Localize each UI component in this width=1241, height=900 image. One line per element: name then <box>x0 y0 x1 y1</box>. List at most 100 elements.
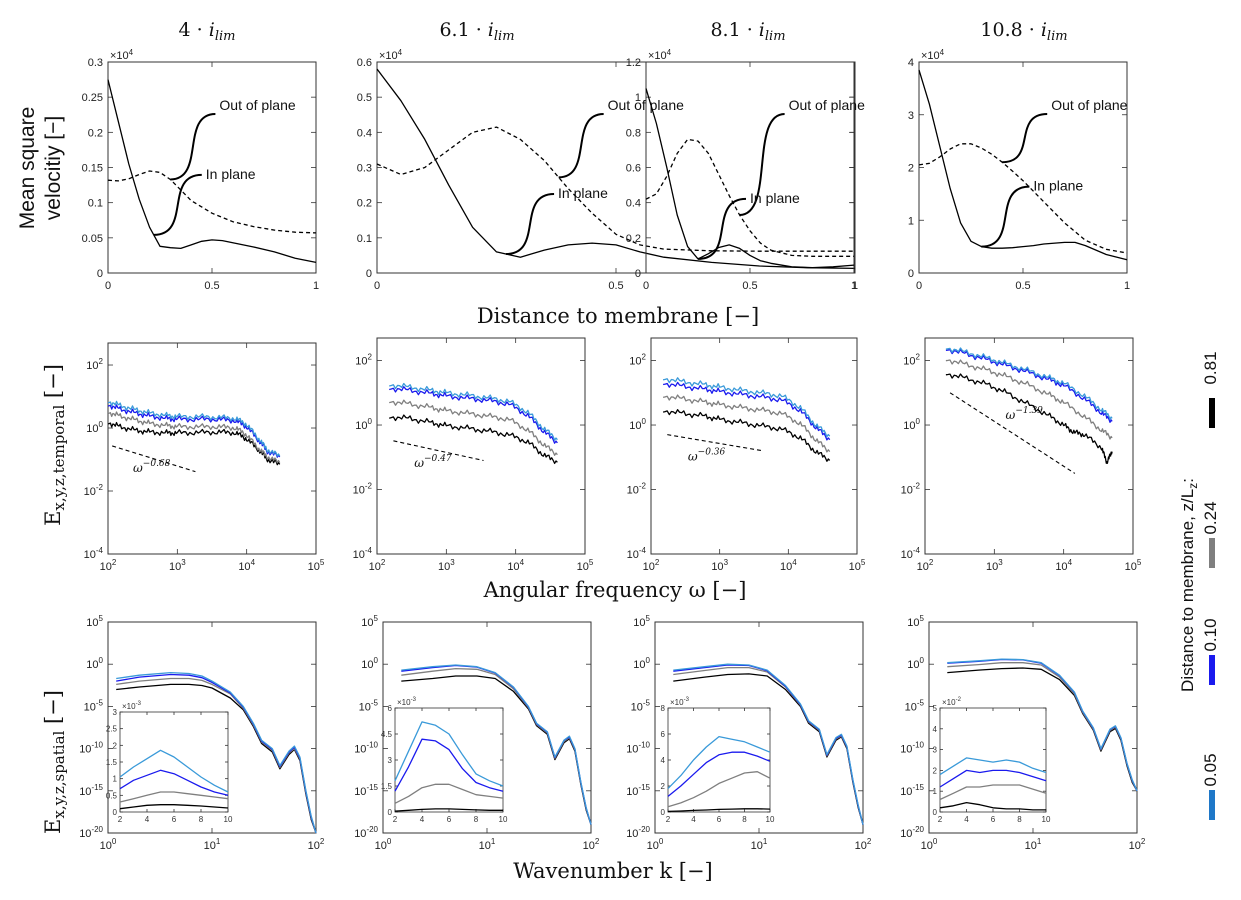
temporal-spectrum-2-series-0.05 <box>389 382 558 441</box>
mean-square-1-xtick-label: 1 <box>313 280 319 292</box>
legend-swatch-0.24 <box>1209 538 1215 568</box>
spatial-spectrum-2-xtick-label: 100 <box>375 837 392 852</box>
spatial-spectrum-1-inset-xtick-label: 2 <box>118 815 123 824</box>
mean-square-1-chart: 0 0.5 1 0 0.05 0.1 0.15 0.2 0.25 0.3 ×104 Out of pl… <box>82 48 319 292</box>
spatial-spectrum-2-inset-xtick-label: 4 <box>420 815 425 824</box>
legend-label-0.10: 0.10 <box>1201 618 1220 651</box>
spatial-spectrum-1-inset-bg <box>120 712 228 812</box>
temporal-spectrum-4-axes-box <box>924 337 1134 555</box>
spatial-spectrum-2-inset-series-0.24 <box>394 783 504 804</box>
spatial-spectrum-1-inset-series-0.10 <box>119 769 229 796</box>
spatial-spectrum-4-inset-series-0.24 <box>939 784 1047 801</box>
spatial-spectrum-1-inset-xtick-label: 6 <box>172 815 177 824</box>
spatial-spectrum-1-inset-ytick-label: 0 <box>113 808 118 817</box>
spatial-spectrum-4-inset-xtick-label: 4 <box>964 815 969 824</box>
temporal-spectrum-4-xtick-label: 103 <box>986 558 1003 573</box>
spatial-spectrum-4-inset-series-0.10 <box>939 769 1047 788</box>
spatial-spectrum-4-inset-ytick-label: 1 <box>933 787 938 796</box>
temporal-spectrum-3-ytick-label: 102 <box>629 353 646 368</box>
row3-xlabel: Wavenumber k [−] <box>513 859 713 883</box>
mean-square-1-ytick-label: 0.05 <box>82 233 103 245</box>
row1-ylabel: Mean square velocitiy [−] <box>16 107 65 230</box>
mean-square-2-ytick-label: 0.4 <box>357 127 372 139</box>
spatial-spectrum-3-inset-bg <box>668 708 770 812</box>
mean-square-4-xtick-label: 0 <box>916 280 922 292</box>
temporal-spectrum-2-series-0.81 <box>388 414 558 465</box>
spatial-spectrum-2-inset-xtick-label: 2 <box>393 815 398 824</box>
spatial-spectrum-4-ytick-label: 10-5 <box>905 698 925 713</box>
mean-square-4-ytick-label: 3 <box>908 110 914 122</box>
temporal-spectrum-4-ytick-label: 102 <box>903 353 920 368</box>
temporal-spectrum-3-xtick-label: 105 <box>849 558 866 573</box>
temporal-spectrum-1-axes-box <box>107 342 317 555</box>
temporal-spectrum-1-ytick-label: 10-4 <box>84 546 104 561</box>
spatial-spectrum-2-inset-xtick-label: 10 <box>499 815 508 824</box>
temporal-spectrum-4-series-0.10 <box>945 348 1113 423</box>
mean-square-2-ytick-label: 0.2 <box>357 198 372 210</box>
temporal-spectrum-3-slope-label: ω−0.36 <box>688 448 726 464</box>
temporal-spectrum-3-xtick-label: 102 <box>643 558 660 573</box>
spatial-spectrum-2-ytick-label: 10-20 <box>354 825 378 840</box>
spatial-spectrum-1-inset-ytick-label: 2.5 <box>106 725 118 734</box>
spatial-spectrum-3-xtick-label: 102 <box>855 837 872 852</box>
spatial-spectrum-4-inset-multiplier: ×10-2 <box>942 697 962 707</box>
spatial-spectrum-4-xtick-label: 100 <box>921 837 938 852</box>
spatial-spectrum-1-inset-ytick-label: 1 <box>113 775 118 784</box>
mean-square-4-ytick-label: 2 <box>908 163 914 175</box>
row2-ylabel: Ex,y,z,temporal [−] <box>41 364 68 526</box>
mean-square-2-xtick-label: 1 <box>852 280 858 292</box>
mean-square-1-xtick-label: 0.5 <box>204 280 219 292</box>
spatial-spectrum-3-inset-xtick-label: 6 <box>717 815 722 824</box>
temporal-spectrum-3-series-0.10 <box>662 381 831 441</box>
mean-square-3-series-in-plane <box>645 88 855 269</box>
spatial-spectrum-2-inset-xtick-label: 6 <box>447 815 452 824</box>
temporal-spectrum-1-slope-label: ω−0.68 <box>133 459 171 475</box>
mean-square-1-xtick-label: 0 <box>105 280 111 292</box>
spatial-spectrum-2-inset-xtick-label: 8 <box>474 815 479 824</box>
temporal-spectrum-2-chart: 102 103 104 105 10-4 10-2 100 102 ω−0.47 <box>353 337 594 573</box>
mean-square-2-series-in-plane <box>376 68 856 270</box>
temporal-spectrum-1-xtick-label: 103 <box>169 558 186 573</box>
temporal-spectrum-3-ytick-label: 10-4 <box>627 546 647 561</box>
spatial-spectrum-3-ytick-label: 10-15 <box>626 783 650 798</box>
spatial-spectrum-3-xtick-label: 100 <box>647 837 664 852</box>
spatial-spectrum-1-ytick-label: 10-5 <box>84 698 104 713</box>
spatial-spectrum-4-inset-series-0.81 <box>939 801 1046 811</box>
spatial-spectrum-2-ytick-label: 10-10 <box>354 741 378 756</box>
mean-square-4-annotation-curve-out <box>1002 113 1048 164</box>
temporal-spectrum-3-ytick-label: 100 <box>629 417 646 432</box>
spatial-spectrum-3-inset-ytick-label: 0 <box>661 808 666 817</box>
temporal-spectrum-4-slope-line <box>949 392 1076 474</box>
spatial-spectrum-1-inset-xtick-label: 10 <box>224 815 233 824</box>
temporal-spectrum-4-xtick-label: 104 <box>1055 558 1072 573</box>
mean-square-1-annotation-curve-out <box>170 113 216 181</box>
spatial-spectrum-4-inset-ytick-label: 0 <box>933 808 938 817</box>
svg-text:Ex,y,z,temporal [−]: Ex,y,z,temporal [−] <box>41 364 68 526</box>
spatial-spectrum-4-inset: 2 4 6 8 10 0 1 2 3 4 5 ×10-2 <box>933 697 1051 824</box>
spatial-spectrum-3-inset-series-0.81 <box>667 808 771 813</box>
spatial-spectrum-3-inset-series-0.10 <box>667 751 771 797</box>
spatial-spectrum-4-inset-ytick-label: 3 <box>933 746 938 755</box>
spatial-spectrum-2-inset-series-0.10 <box>394 738 504 792</box>
mean-square-1-ytick-label: 0.3 <box>88 57 103 69</box>
mean-square-4-series-out-of-plane <box>918 143 1128 254</box>
spatial-spectrum-4-inset-series-0.05 <box>939 757 1047 776</box>
spatial-spectrum-3-ytick-label: 10-10 <box>626 741 650 756</box>
temporal-spectrum-3-axes-box <box>650 337 858 555</box>
spatial-spectrum-2-inset-ytick-label: 0 <box>388 808 393 817</box>
temporal-spectrum-1-series-0.10 <box>107 404 281 458</box>
mean-square-4-ytick-label: 0 <box>908 268 914 280</box>
mean-square-3-annotation-out-of-plane: Out of plane <box>789 97 865 113</box>
spatial-spectrum-3-inset-ytick-label: 2 <box>661 782 666 791</box>
temporal-spectrum-2-axes-box <box>376 337 586 555</box>
spatial-spectrum-4-ytick-label: 105 <box>907 614 924 629</box>
mean-square-4-multiplier: ×104 <box>921 48 945 62</box>
spatial-spectrum-3-series-0.05 <box>673 663 864 825</box>
column-title-2: 6.1 · ilim <box>439 19 514 44</box>
spatial-spectrum-2-inset-series-0.81 <box>394 808 503 812</box>
spatial-spectrum-1-ytick-label: 10-10 <box>79 741 103 756</box>
temporal-spectrum-2-ytick-label: 10-2 <box>353 482 373 497</box>
spatial-spectrum-4-inset-xtick-label: 6 <box>991 815 996 824</box>
